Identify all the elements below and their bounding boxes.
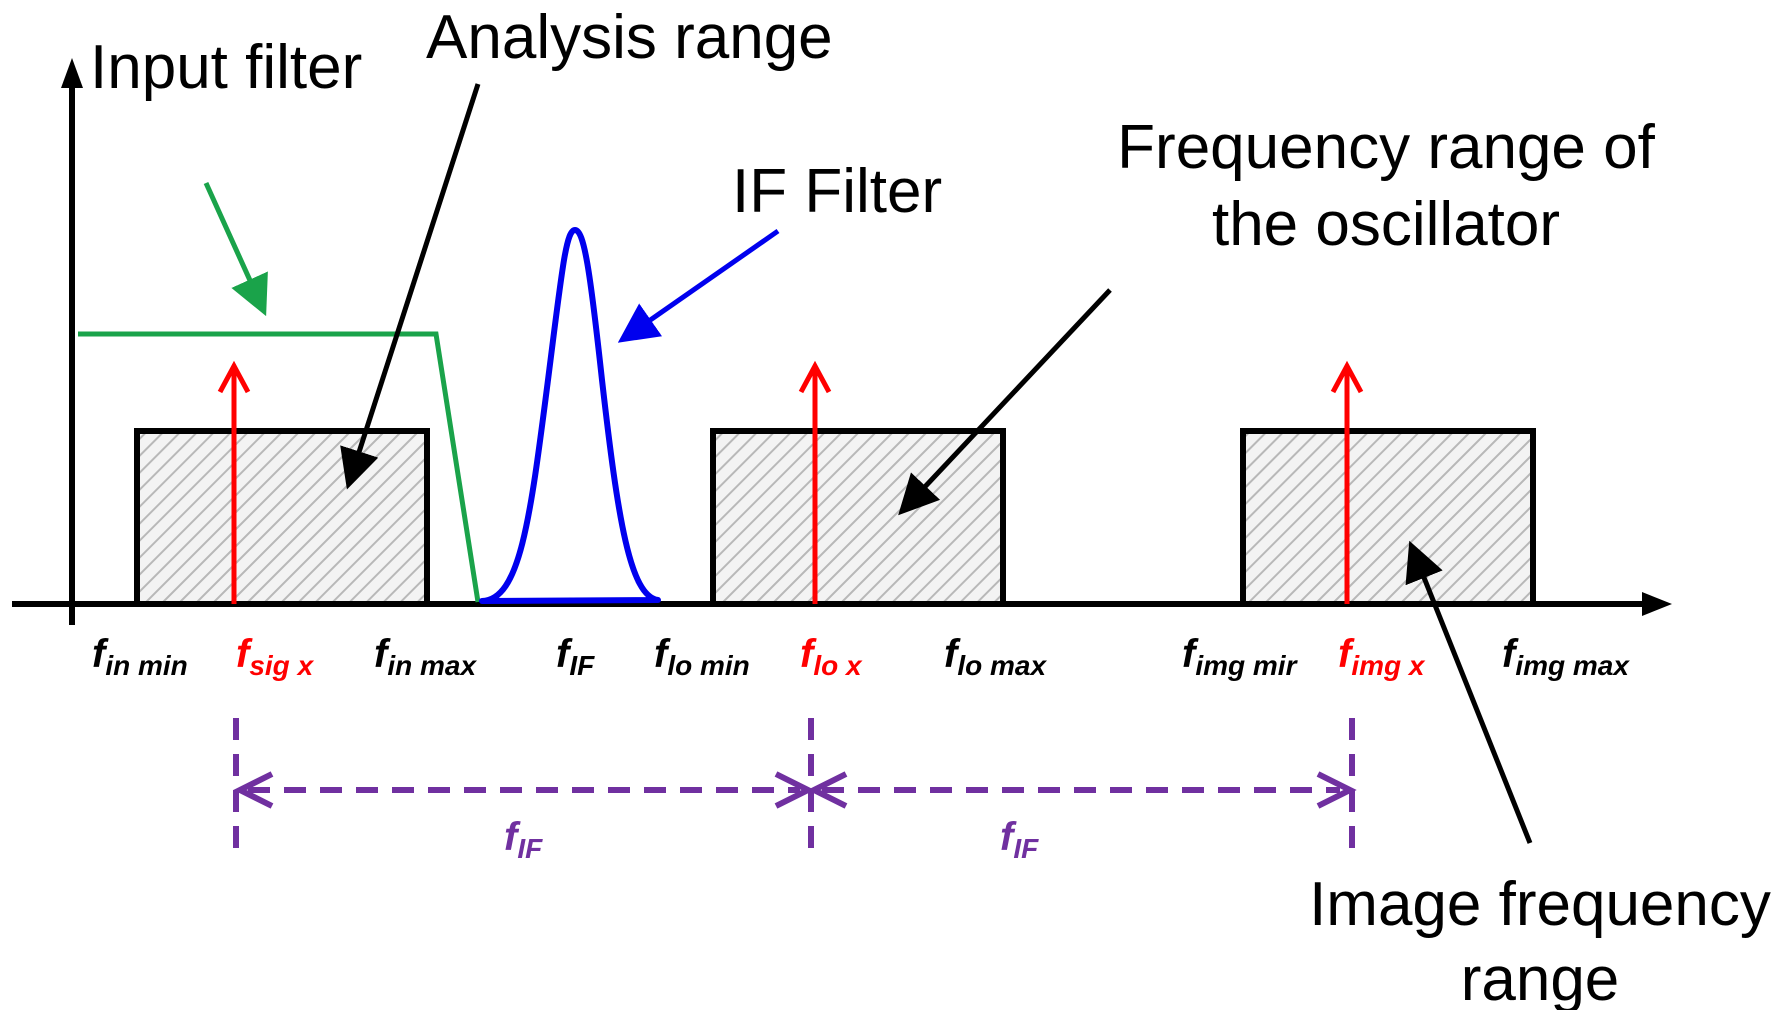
- spacing-label-left: fIF: [504, 815, 543, 864]
- tick-label-in-min: fin min: [92, 632, 188, 681]
- tick-label-img-max: fimg max: [1502, 632, 1630, 681]
- spacing-arrowhead-right-start: [807, 771, 848, 809]
- tick-label-if: fIF: [556, 632, 595, 681]
- oscillator-range-label-line2: the oscillator: [1212, 190, 1560, 259]
- image-range-box: [1240, 428, 1536, 607]
- image-range-label-line1: Image frequency: [1309, 870, 1771, 939]
- tick-label-lo-min: flo min: [654, 632, 750, 681]
- input-filter-label: Input filter: [90, 33, 362, 102]
- tick-label-img-x: fimg x: [1338, 632, 1426, 681]
- spacing-label-right: fIF: [1000, 815, 1039, 864]
- x-axis-arrowhead: [1642, 592, 1672, 616]
- spacing-arrowhead-right-end: [1316, 771, 1357, 809]
- oscillator-range-pointer-arrow: [898, 288, 1112, 516]
- tick-label-img-min: fimg mir: [1182, 632, 1299, 681]
- analysis-range-label: Analysis range: [426, 3, 833, 72]
- signal-arrowhead-sig: [217, 360, 251, 394]
- tick-label-lo-x: flo x: [800, 632, 863, 681]
- y-axis-arrowhead: [61, 58, 83, 88]
- oscillator-range-box: [710, 428, 1006, 607]
- input-filter-pointer-arrow: [203, 181, 268, 317]
- image-range-label-line2: range: [1461, 945, 1620, 1010]
- signal-arrowhead-img: [1330, 360, 1364, 394]
- tick-label-lo-max: flo max: [944, 632, 1047, 681]
- tick-label-in-max: fin max: [374, 632, 477, 681]
- if-filter-label: IF Filter: [732, 157, 942, 226]
- spacing-arrowhead-left-start: [233, 771, 274, 809]
- analysis-range-box: [134, 428, 430, 607]
- oscillator-range-label-line1: Frequency range of: [1117, 113, 1655, 182]
- if-filter-pointer-arrow: [617, 228, 780, 343]
- if-filter-curve: [479, 227, 661, 604]
- image-range-pointer-arrow: [1405, 540, 1533, 844]
- tick-label-sig-x: fsig x: [236, 632, 315, 681]
- signal-arrowhead-lo: [798, 360, 832, 394]
- analysis-range-pointer-arrow: [340, 83, 481, 490]
- input-filter-curve: [78, 331, 481, 603]
